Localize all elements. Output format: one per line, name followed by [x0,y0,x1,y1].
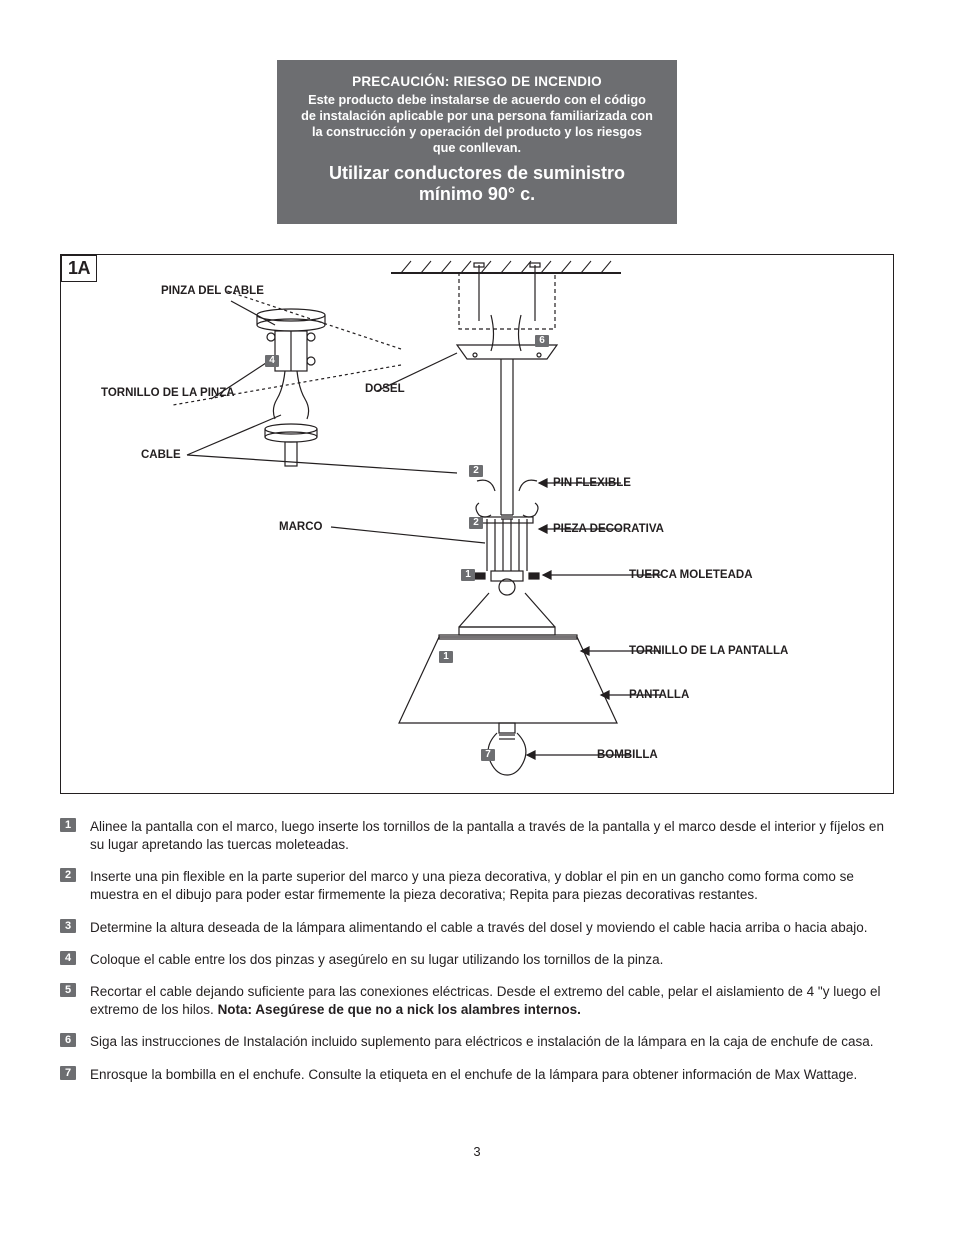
label-pantalla: PANTALLA [629,689,689,701]
label-cable: CABLE [141,449,181,461]
step-row: 7 Enrosque la bombilla en el enchufe. Co… [60,1066,894,1084]
step-text: Siga las instrucciones de Instalación in… [90,1033,873,1051]
caution-body: Este producto debe instalarse de acuerdo… [299,93,655,157]
marker-6: 6 [535,335,549,347]
step-number: 2 [60,868,76,882]
label-pieza-decorativa: PIEZA DECORATIVA [553,523,664,535]
marker-1a: 1 [461,569,475,581]
step-row: 2 Inserte una pin flexible en la parte s… [60,868,894,904]
step-number: 6 [60,1033,76,1047]
label-tornillo-pinza: TORNILLO DE LA PINZA [101,387,211,400]
step-text: Inserte una pin flexible en la parte sup… [90,868,894,904]
label-bombilla: BOMBILLA [597,749,658,761]
caution-big: Utilizar conductores de suministro mínim… [299,163,655,206]
marker-4: 4 [265,355,279,367]
step-text: Coloque el cable entre los dos pinzas y … [90,951,663,969]
label-tuerca: TUERCA MOLETEADA [629,569,753,581]
label-pinza-cable: PINZA DEL CABLE [161,285,231,298]
step-number: 5 [60,983,76,997]
step-row: 4 Coloque el cable entre los dos pinzas … [60,951,894,969]
marker-2a: 2 [469,465,483,477]
marker-1b: 1 [439,651,453,663]
step-number: 3 [60,919,76,933]
step-text: Enrosque la bombilla en el enchufe. Cons… [90,1066,857,1084]
caution-title: PRECAUCIÓN: RIESGO DE INCENDIO [299,74,655,89]
step-row: 1 Alinee la pantalla con el marco, luego… [60,818,894,854]
page-number: 3 [60,1144,894,1159]
step-text: Determine la altura deseada de la lámpar… [90,919,867,937]
label-dosel: DOSEL [365,383,405,395]
label-tornillo-pantalla: TORNILLO DE LA PANTALLA [629,645,788,657]
label-pin-flexible: PIN FLEXIBLE [553,477,631,489]
step-text: Alinee la pantalla con el marco, luego i… [90,818,894,854]
marker-2b: 2 [469,517,483,529]
step-row: 6 Siga las instrucciones de Instalación … [60,1033,894,1051]
steps-list: 1 Alinee la pantalla con el marco, luego… [60,818,894,1084]
step-number: 7 [60,1066,76,1080]
page: PRECAUCIÓN: RIESGO DE INCENDIO Este prod… [0,0,954,1199]
step-row: 5 Recortar el cable dejando suficiente p… [60,983,894,1019]
step-text: Recortar el cable dejando suficiente par… [90,983,894,1019]
step-number: 4 [60,951,76,965]
step-row: 3 Determine la altura deseada de la lámp… [60,919,894,937]
marker-7: 7 [481,749,495,761]
caution-box: PRECAUCIÓN: RIESGO DE INCENDIO Este prod… [277,60,677,224]
step-number: 1 [60,818,76,832]
label-marco: MARCO [279,521,322,533]
diagram-frame: 1A [60,254,894,794]
